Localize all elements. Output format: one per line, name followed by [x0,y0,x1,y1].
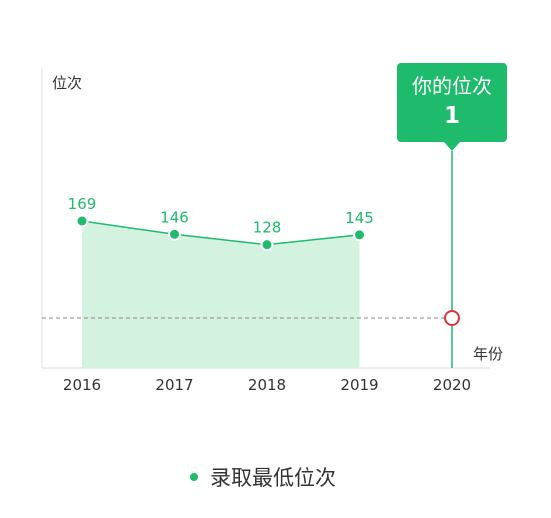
data-label: 145 [345,209,374,227]
data-label: 169 [68,195,97,213]
series-area [82,221,360,368]
x-tick-label: 2019 [340,376,378,394]
x-tick-label: 2020 [433,376,471,394]
reference-layer [42,151,460,368]
your-rank-marker [444,310,460,326]
legend-dot-icon [190,473,198,481]
x-tick-label: 2018 [248,376,286,394]
callout-value: 1 [444,103,460,129]
data-label: 128 [253,219,282,237]
x-tick-label: 2016 [63,376,101,394]
series-line [81,220,360,246]
data-point [260,238,274,252]
callout-pointer [444,142,460,151]
data-label: 146 [160,208,189,226]
legend-label: 录取最低位次 [210,466,336,490]
tick-layer: 2016 2017 2018 2019 2020 [63,376,471,394]
x-tick-label: 2017 [155,376,193,394]
data-point [168,227,181,241]
data-point [75,214,89,228]
your-rank-callout: 你的位次 1 [397,63,507,151]
series-layer: 169 146 128 145 [68,195,374,252]
data-point [353,228,366,242]
x-axis-label: 年份 [473,345,503,363]
area-layer [82,221,360,368]
callout-title: 你的位次 [412,74,492,98]
callout-box [397,63,507,142]
y-axis-label: 位次 [52,74,82,92]
legend: 录取最低位次 [190,462,336,492]
